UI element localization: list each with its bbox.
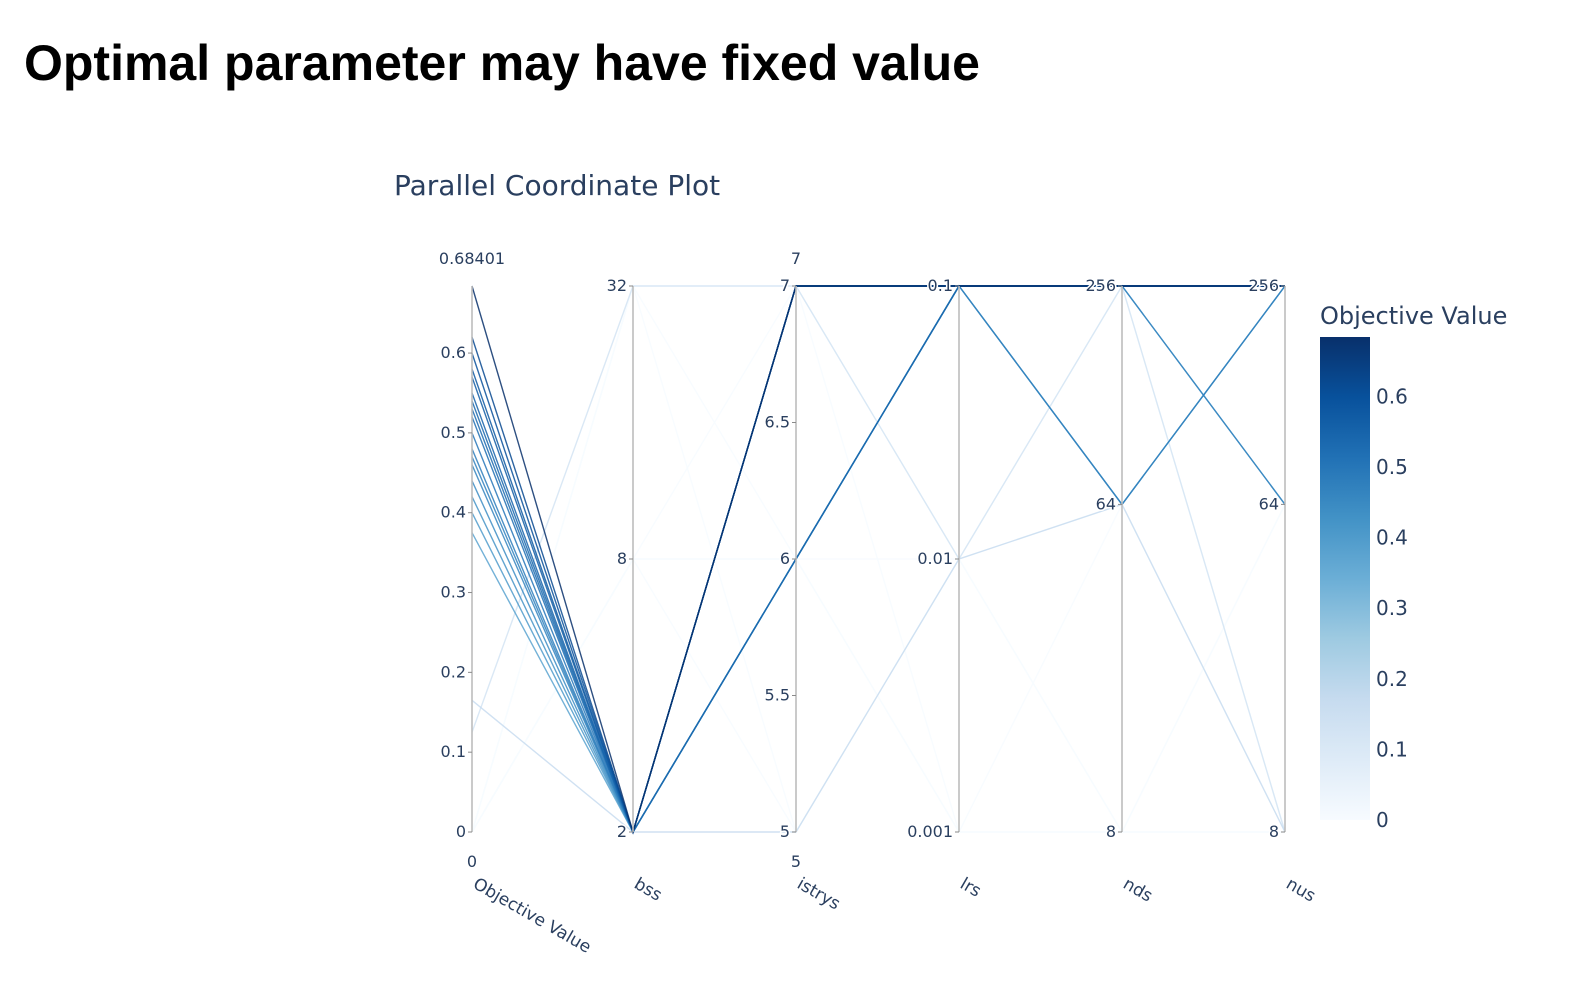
tick-label: 256 — [1248, 276, 1279, 295]
range-min-label: 0 — [467, 852, 477, 871]
axis-bss[interactable]: 2 8 32 bss — [605, 275, 666, 906]
tick-label: 2 — [617, 822, 627, 841]
tick-label: 0 — [456, 822, 466, 841]
tick-label: 8 — [1269, 822, 1279, 841]
colorbar-tick-label: 0.4 — [1376, 526, 1408, 550]
axis-name: istrys — [794, 874, 844, 914]
axis-istrys[interactable]: 5 5.5 6 6.5 7 5 7 istrys — [763, 249, 844, 914]
tick-label: 8 — [617, 549, 627, 568]
tick-label: 64 — [1096, 494, 1116, 513]
colorbar-tick-label: 0.3 — [1376, 596, 1408, 620]
trial-line — [471, 503, 1286, 833]
tick-label: 6.5 — [765, 413, 790, 432]
axes: 0 0.1 0.2 0.3 0.4 0.5 0.6 0 0.68401 Objective Val… — [439, 249, 1319, 958]
range-max-label: 0.68401 — [439, 249, 505, 268]
tick-label: 5 — [780, 822, 790, 841]
axis-nus[interactable]: 8 64 256 nus — [1247, 275, 1319, 907]
axis-name: Objective Value — [470, 874, 595, 958]
axis-lrs[interactable]: 0.001 0.01 0.1 lrs — [906, 275, 985, 902]
axis-name: nus — [1283, 874, 1319, 907]
tick-label: 256 — [1085, 276, 1116, 295]
colorbar-tick-label: 0.6 — [1376, 384, 1408, 408]
colorbar-tick-label: 0.1 — [1376, 737, 1408, 761]
tick-label: 0.1 — [928, 276, 953, 295]
colorbar: Objective Value 0 0.1 0.2 0.3 0.4 0.5 0.6 — [1320, 302, 1507, 832]
tick-label: 64 — [1259, 494, 1279, 513]
axis-nds[interactable]: 8 64 256 nds — [1084, 275, 1156, 907]
axis-objective-value[interactable]: 0 0.1 0.2 0.3 0.4 0.5 0.6 0 0.68401 Objective Val… — [439, 249, 595, 958]
tick-label: 0.001 — [907, 822, 953, 841]
tick-label: 0.5 — [441, 423, 466, 442]
axis-name: bss — [631, 874, 666, 906]
tick-label: 0.1 — [441, 742, 466, 761]
range-max-label: 7 — [791, 249, 801, 268]
tick-label: 0.01 — [917, 549, 953, 568]
trial-lines — [471, 283, 1286, 835]
tick-label: 0.6 — [441, 343, 466, 362]
tick-label: 8 — [1106, 822, 1116, 841]
tick-label: 32 — [607, 276, 627, 295]
axis-name: lrs — [957, 874, 985, 902]
tick-label: 0.3 — [441, 583, 466, 602]
colorbar-gradient — [1320, 337, 1370, 820]
tick-label: 6 — [780, 549, 790, 568]
slide-title: Optimal parameter may have fixed value — [24, 35, 980, 91]
tick-label: 0.4 — [441, 503, 466, 522]
range-min-label: 5 — [791, 852, 801, 871]
colorbar-tick-label: 0.2 — [1376, 667, 1408, 691]
tick-label: 5.5 — [765, 686, 790, 705]
axis-name: nds — [1120, 874, 1156, 907]
colorbar-tick-label: 0.5 — [1376, 455, 1408, 479]
tick-label: 0.2 — [441, 662, 466, 681]
chart-title: Parallel Coordinate Plot — [394, 169, 720, 202]
trial-line — [471, 285, 1285, 835]
tick-label: 7 — [780, 276, 790, 295]
trial-line — [471, 558, 1285, 833]
trial-line — [471, 503, 1286, 833]
colorbar-title: Objective Value — [1320, 302, 1507, 330]
colorbar-tick-label: 0 — [1376, 808, 1389, 832]
